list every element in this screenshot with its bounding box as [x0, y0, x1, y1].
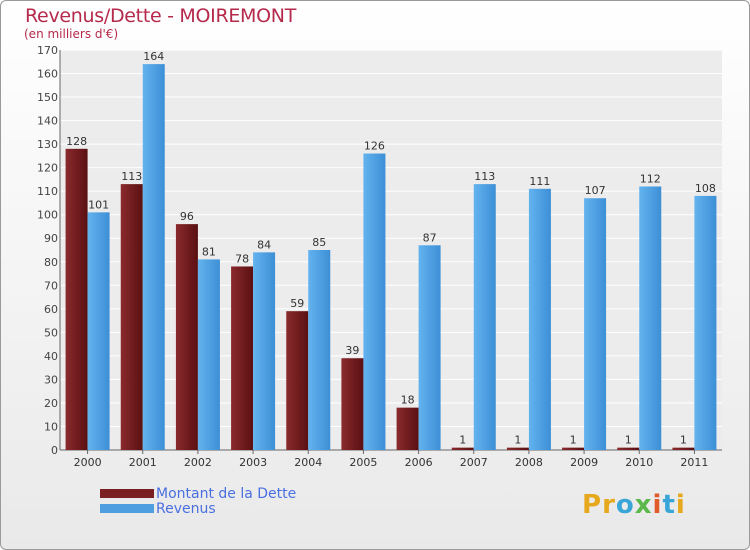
x-tick-label: 2005	[349, 456, 377, 469]
legend: Montant de la Dette Revenus	[100, 486, 296, 516]
y-tick-label: 90	[44, 232, 58, 245]
bar-revenus	[473, 184, 496, 450]
x-tick-label: 2001	[129, 456, 157, 469]
y-tick-label: 60	[44, 303, 58, 316]
data-label: 87	[423, 231, 437, 244]
data-label: 1	[459, 434, 466, 447]
data-label: 18	[401, 394, 415, 407]
bar-dette	[286, 311, 309, 450]
bar-dette	[396, 407, 419, 450]
plot-background	[60, 50, 722, 450]
bar-revenus	[87, 212, 110, 450]
y-tick-label: 130	[37, 138, 58, 151]
y-tick-label: 50	[44, 326, 58, 339]
data-label: 39	[345, 344, 359, 357]
bar-dette	[120, 184, 143, 450]
data-label: 107	[585, 184, 606, 197]
data-label: 84	[257, 238, 271, 251]
bar-dette	[506, 447, 529, 450]
data-label: 113	[474, 170, 495, 183]
x-tick-label: 2011	[680, 456, 708, 469]
y-tick-label: 170	[37, 44, 58, 57]
y-tick-label: 140	[37, 115, 58, 128]
data-label: 81	[202, 245, 216, 258]
data-label: 96	[180, 210, 194, 223]
bar-revenus	[418, 245, 441, 450]
bar-revenus	[308, 250, 331, 450]
logo-letter: i	[675, 490, 686, 520]
bar-dette	[672, 447, 695, 450]
logo-letter: r	[602, 490, 616, 520]
bar-revenus	[253, 252, 276, 450]
bar-dette	[175, 224, 198, 450]
logo-letter: x	[634, 490, 653, 520]
bar-dette	[617, 447, 640, 450]
data-label: 59	[290, 297, 304, 310]
data-label: 85	[312, 236, 326, 249]
y-tick-label: 0	[51, 444, 58, 457]
data-label: 128	[66, 135, 87, 148]
x-tick-label: 2008	[515, 456, 543, 469]
data-label: 164	[143, 50, 164, 63]
logo-letter: P	[582, 490, 603, 520]
bar-revenus	[639, 186, 662, 450]
logo-letter: o	[615, 490, 635, 520]
y-tick-label: 40	[44, 350, 58, 363]
y-tick-label: 150	[37, 91, 58, 104]
legend-item-revenus: Revenus	[100, 501, 296, 516]
x-tick-label: 2000	[74, 456, 102, 469]
logo-letter: t	[662, 490, 676, 520]
data-label: 78	[235, 252, 249, 265]
bar-dette	[562, 447, 585, 450]
x-tick-label: 2010	[625, 456, 653, 469]
bar-dette	[231, 266, 254, 450]
y-tick-label: 160	[37, 68, 58, 81]
y-tick-label: 20	[44, 397, 58, 410]
y-tick-label: 10	[44, 420, 58, 433]
data-label: 101	[88, 198, 109, 211]
bar-revenus	[142, 64, 165, 450]
chart-title: Revenus/Dette - MOIREMONT	[25, 5, 297, 27]
bar-dette	[451, 447, 474, 450]
legend-label-revenus: Revenus	[156, 500, 216, 517]
bar-dette	[341, 358, 364, 450]
x-tick-label: 2004	[294, 456, 322, 469]
x-tick-label: 2009	[570, 456, 598, 469]
x-tick-label: 2002	[184, 456, 212, 469]
bar-revenus	[584, 198, 607, 450]
data-label: 1	[514, 434, 521, 447]
data-label: 113	[121, 170, 142, 183]
legend-swatch-dette	[100, 489, 154, 498]
y-tick-label: 30	[44, 373, 58, 386]
bar-revenus	[197, 259, 220, 450]
legend-item-dette: Montant de la Dette	[100, 486, 296, 501]
data-label: 112	[640, 172, 661, 185]
y-tick-label: 70	[44, 279, 58, 292]
y-tick-label: 110	[37, 185, 58, 198]
y-tick-label: 80	[44, 256, 58, 269]
y-tick-label: 100	[37, 209, 58, 222]
bar-revenus	[363, 153, 386, 450]
chart-subtitle: (en milliers d'€)	[24, 27, 119, 41]
bar-revenus	[528, 188, 551, 450]
data-label: 1	[570, 434, 577, 447]
x-tick-label: 2003	[239, 456, 267, 469]
proxiti-logo: Proxiti	[582, 490, 686, 520]
legend-swatch-revenus	[100, 504, 154, 513]
bar-dette	[65, 148, 88, 450]
data-label: 111	[529, 175, 550, 188]
data-label: 126	[364, 140, 385, 153]
x-tick-label: 2006	[405, 456, 433, 469]
bar-revenus	[694, 195, 717, 450]
data-label: 1	[680, 434, 687, 447]
data-label: 1	[625, 434, 632, 447]
x-tick-label: 2007	[460, 456, 488, 469]
legend-label-dette: Montant de la Dette	[156, 485, 297, 502]
logo-letter: i	[652, 490, 663, 520]
data-label: 108	[695, 182, 716, 195]
y-tick-label: 120	[37, 162, 58, 175]
